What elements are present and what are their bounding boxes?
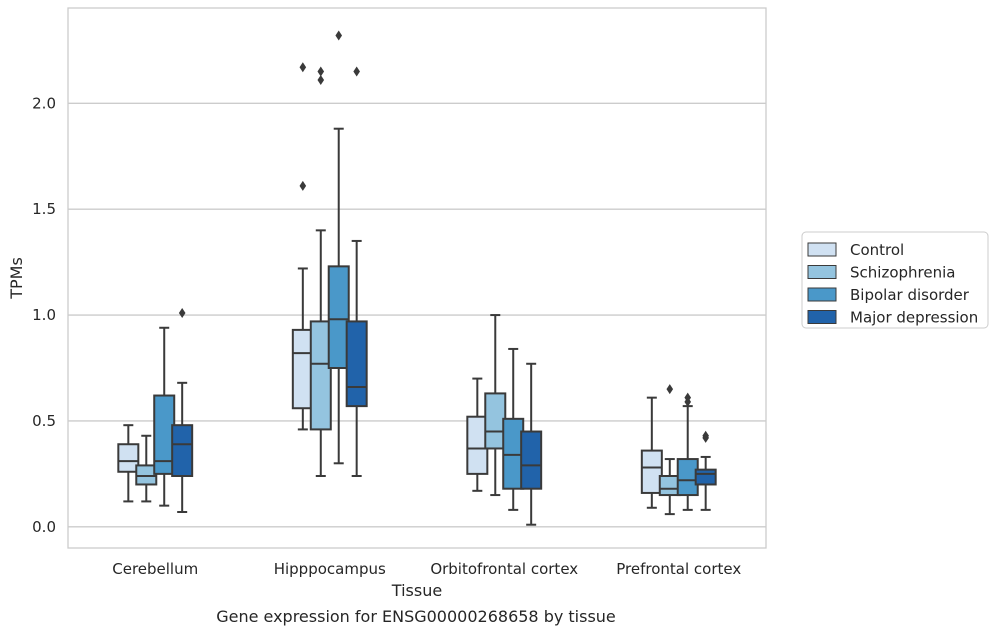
plot-frame <box>67 7 767 549</box>
box <box>117 424 140 503</box>
box-body <box>345 320 368 408</box>
y-tick-label: 2.0 <box>32 94 56 112</box>
legend-swatch <box>807 242 837 257</box>
outlier-point <box>317 75 325 85</box>
box <box>327 30 350 465</box>
legend-label: Control <box>850 241 904 259</box>
legend-label: Major depression <box>850 309 978 327</box>
legend: Control Schizophrenia Bipolar disorder Majo… <box>801 231 989 329</box>
legend-entry: Major depression <box>807 309 978 327</box>
outlier-point <box>317 66 325 77</box>
box <box>153 326 176 507</box>
outlier-point <box>299 62 307 73</box>
box-body <box>135 464 158 486</box>
box-body <box>117 443 140 473</box>
box <box>694 430 717 511</box>
x-axis-label: Tissue <box>391 581 442 600</box>
box <box>345 66 368 477</box>
y-tick-label: 1.0 <box>32 306 56 324</box>
box <box>640 396 663 509</box>
y-tick-label: 0.5 <box>32 412 56 430</box>
box <box>484 314 507 497</box>
box-body <box>694 468 717 486</box>
outlier-point <box>299 180 307 191</box>
grid-lines <box>68 102 766 528</box>
legend-swatch <box>807 287 837 302</box>
box-body <box>520 430 543 490</box>
box-body <box>640 449 663 494</box>
box <box>309 66 332 477</box>
box-body <box>171 424 194 478</box>
box <box>291 62 314 431</box>
outlier-point <box>335 30 343 41</box>
box-body <box>309 320 332 431</box>
outlier-point <box>702 430 709 441</box>
x-tick-label: Prefrontal cortex <box>616 560 741 578</box>
legend-swatch <box>807 265 837 279</box>
outlier-point <box>684 392 692 403</box>
y-axis-label: TPMs <box>7 257 26 300</box>
x-tick-label: Cerebellum <box>112 560 198 578</box>
legend-entry: Bipolar disorder <box>807 286 970 304</box>
box <box>171 307 194 513</box>
x-axis-ticks: Cerebellum Hipppocampus Orbitofrontal cort… <box>112 560 741 578</box>
outlier-point <box>666 384 674 395</box>
box <box>466 377 489 492</box>
x-tick-label: Hipppocampus <box>274 560 386 578</box>
legend-swatch <box>807 310 837 324</box>
box-groups <box>117 30 717 526</box>
legend-entry: Control <box>807 241 904 259</box>
box <box>520 362 543 526</box>
y-tick-label: 0.0 <box>32 518 56 536</box>
box-body <box>327 265 350 369</box>
box <box>135 434 158 503</box>
outlier-point <box>353 66 360 77</box>
chart-caption: Gene expression for ENSG00000268658 by t… <box>216 607 616 626</box>
outlier-point <box>178 307 186 318</box>
legend-frame <box>801 231 989 329</box>
legend-label: Bipolar disorder <box>850 286 970 304</box>
box <box>676 392 699 511</box>
legend-label: Schizophrenia <box>850 264 955 282</box>
y-axis-ticks: 0.0 0.5 1.0 1.5 2.0 <box>32 94 56 536</box>
box <box>502 347 525 511</box>
legend-entry: Schizophrenia <box>807 264 955 282</box>
x-tick-label: Orbitofrontal cortex <box>430 560 578 578</box>
y-tick-label: 1.5 <box>32 200 56 218</box>
